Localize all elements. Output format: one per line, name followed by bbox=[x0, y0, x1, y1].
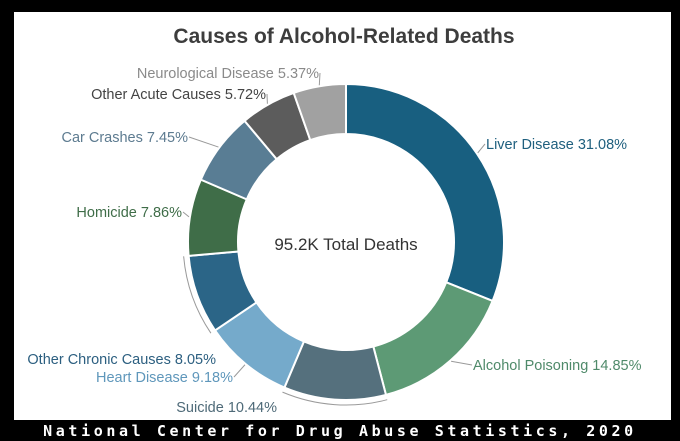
slice-label: Liver Disease 31.08% bbox=[486, 137, 627, 153]
slice-label: Heart Disease 9.18% bbox=[96, 370, 233, 386]
slice-label: Homicide 7.86% bbox=[76, 205, 182, 221]
chart-panel: Causes of Alcohol-Related Deaths Liver D… bbox=[14, 12, 671, 420]
slice-label: Suicide 10.44% bbox=[176, 400, 277, 416]
slice-label: Other Chronic Causes 8.05% bbox=[27, 352, 216, 368]
slice-labels-group: Liver Disease 31.08% Alcohol Poisoning 14… bbox=[27, 66, 641, 416]
chart-title: Causes of Alcohol-Related Deaths bbox=[173, 25, 514, 48]
leader-line bbox=[233, 364, 246, 378]
slice-alcohol-poisoning bbox=[372, 280, 494, 397]
slice-label: Neurological Disease 5.37% bbox=[137, 66, 319, 82]
slices-group bbox=[187, 82, 505, 401]
leader-line bbox=[318, 72, 321, 86]
donut-chart: Causes of Alcohol-Related Deaths Liver D… bbox=[27, 25, 641, 416]
slice-liver-disease bbox=[345, 82, 505, 303]
source-footer: National Center for Drug Abuse Statistic… bbox=[43, 422, 637, 440]
leader-line bbox=[451, 360, 473, 366]
slice-neurological-disease bbox=[292, 82, 347, 142]
slice-label: Car Crashes 7.45% bbox=[61, 130, 188, 146]
leader-line bbox=[282, 391, 388, 406]
slice-label: Other Acute Causes 5.72% bbox=[91, 87, 266, 103]
leader-line bbox=[183, 256, 212, 334]
leader-line bbox=[188, 136, 219, 148]
leader-line bbox=[182, 211, 190, 218]
leader-lines-group bbox=[182, 72, 486, 406]
slice-label: Alcohol Poisoning 14.85% bbox=[473, 358, 642, 374]
center-total-label: 95.2K Total Deaths bbox=[274, 235, 417, 254]
leader-line bbox=[477, 143, 486, 154]
